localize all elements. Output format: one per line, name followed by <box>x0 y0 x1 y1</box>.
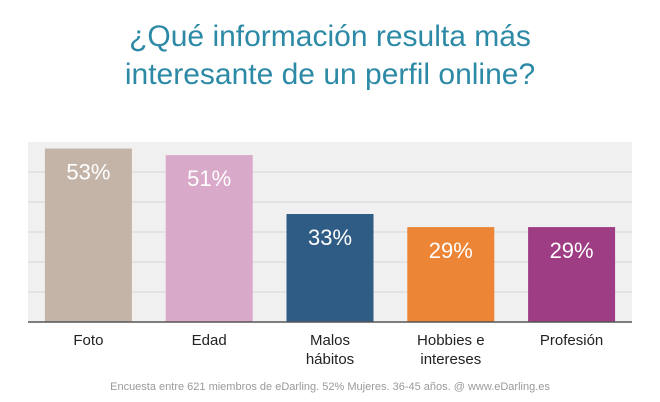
bar-value-label-2: 51% <box>187 166 231 191</box>
bar-value-label-5: 29% <box>550 238 594 263</box>
bar-value-label-3: 33% <box>308 225 352 250</box>
chart-title: ¿Qué información resulta más interesante… <box>0 18 660 94</box>
chart-title-line-1: ¿Qué información resulta más <box>129 20 531 53</box>
bar-5 <box>528 227 616 322</box>
bar-value-label-1: 53% <box>66 160 110 185</box>
bar-4 <box>407 227 495 322</box>
category-label-4-line-1: Hobbies e <box>417 332 485 349</box>
category-label-3-line-1: Malos <box>310 332 350 349</box>
bar-3 <box>286 214 374 322</box>
category-label-2: Edad <box>192 332 227 349</box>
category-label-1: Foto <box>73 332 103 349</box>
chart-title-line-2: interesante de un perfil online? <box>124 58 536 91</box>
bar-value-label-4: 29% <box>429 238 473 263</box>
category-label-5: Profesión <box>540 332 603 349</box>
category-label-4-line-2: intereses <box>420 351 481 368</box>
chart-footer-source: Encuesta entre 621 miembros de eDarling.… <box>110 381 550 393</box>
bar-2 <box>165 155 253 322</box>
bar-1 <box>44 148 132 322</box>
category-label-3-line-2: hábitos <box>306 351 354 368</box>
